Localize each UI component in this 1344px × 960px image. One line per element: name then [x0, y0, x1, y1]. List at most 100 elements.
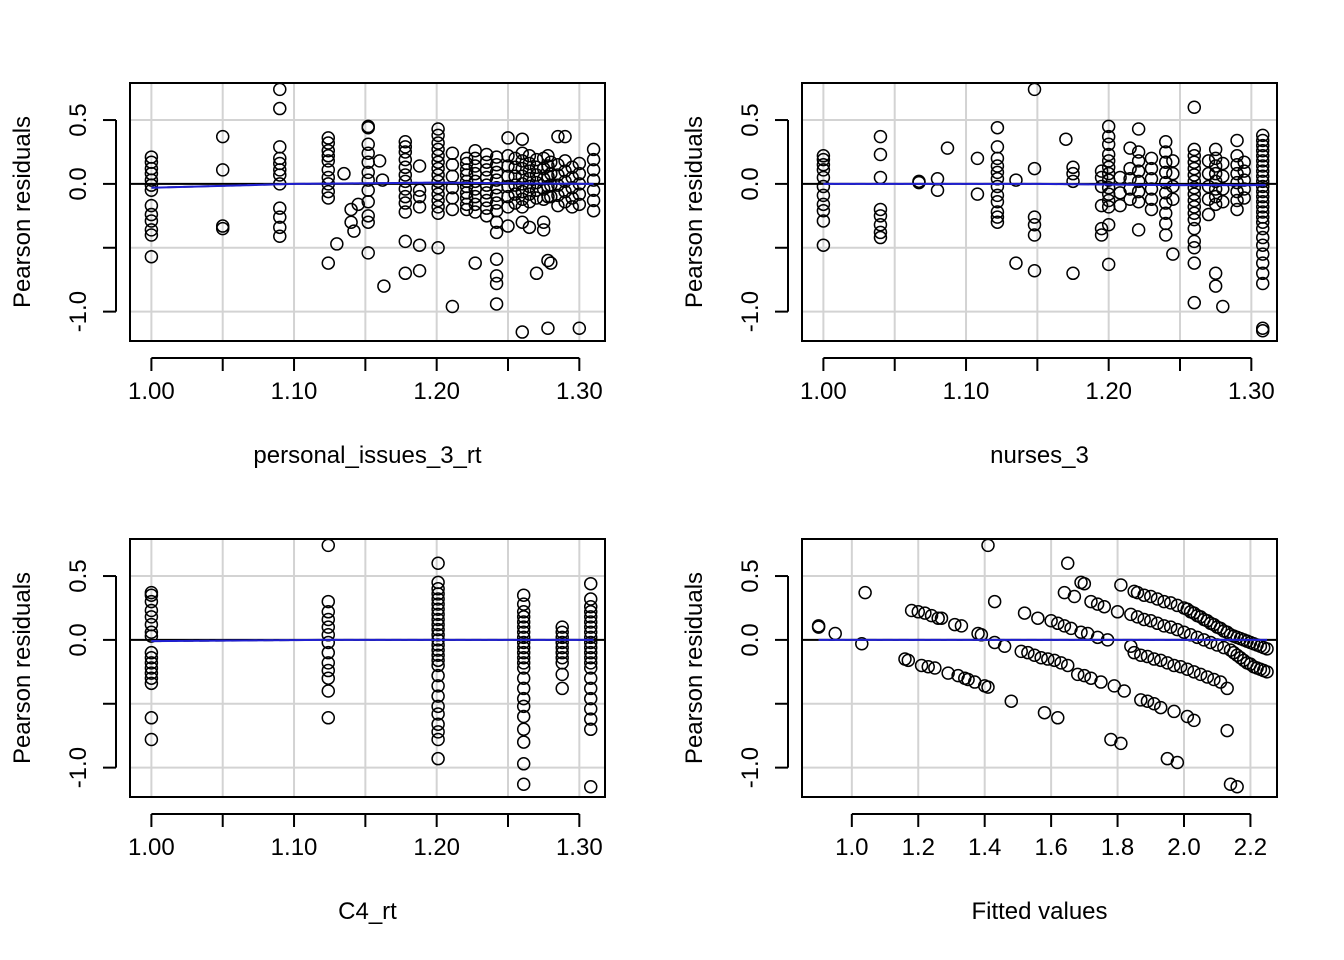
x-tick-label: 1.6 [1034, 834, 1067, 861]
residual-point [431, 142, 445, 157]
residual-point [321, 149, 336, 163]
residual-point [1201, 192, 1216, 206]
residual-point [1255, 149, 1270, 163]
residual-point [337, 166, 351, 181]
residual-point [1047, 653, 1062, 668]
residual-point [1255, 266, 1270, 281]
residual-point [1208, 166, 1223, 181]
residual-point [1131, 174, 1146, 189]
residual-point [1004, 694, 1019, 708]
y-tick-label: 0.0 [737, 167, 764, 200]
x-tick-label: 2.0 [1167, 834, 1200, 861]
x-tick-label: 1.8 [1101, 834, 1134, 861]
residual-point [541, 321, 555, 335]
residual-point [1255, 169, 1270, 183]
y-tick-label: 0.0 [65, 623, 92, 656]
residual-point [1131, 154, 1146, 168]
residual-point [1187, 174, 1202, 189]
residual-point [583, 625, 598, 639]
residual-point [1255, 128, 1270, 143]
residual-panel-2: 1.00 1.10 1.20 1.30 -1.0 0.0 0.5 nurses_3 Pearso… [681, 82, 1278, 469]
residual-point [445, 157, 460, 172]
x-tick-label: 1.20 [413, 378, 460, 405]
residual-point [1208, 182, 1223, 196]
residual-point [1114, 578, 1128, 592]
residual-point [515, 154, 530, 168]
y-axis-title: Pearson residuals [9, 572, 36, 764]
x-tick-label: 1.10 [943, 378, 990, 405]
residual-point [321, 645, 336, 660]
residual-point [344, 215, 358, 229]
residual-point [351, 197, 365, 212]
residual-point [1208, 266, 1223, 281]
residual-point [1134, 693, 1148, 707]
residual-point [583, 691, 598, 706]
residual-point [361, 173, 375, 187]
residual-point [516, 645, 531, 660]
residual-point [948, 617, 962, 632]
residual-point [551, 129, 565, 144]
y-tick-label: 0.5 [65, 559, 92, 592]
residual-point [1170, 755, 1185, 770]
residual-point [1160, 656, 1175, 670]
residual-point [479, 147, 494, 162]
y-tick-label: 0.0 [737, 623, 764, 656]
residual-point [1144, 151, 1159, 166]
residual-point [1094, 675, 1108, 689]
residual-point [583, 661, 598, 675]
residual-point [541, 169, 555, 183]
residual-point [1153, 653, 1168, 668]
residual-point [1051, 711, 1065, 725]
residual-point [1044, 613, 1058, 628]
residual-point [941, 666, 955, 680]
residual-point [516, 640, 531, 655]
residual-point [1255, 164, 1270, 178]
residual-point [321, 191, 336, 205]
residual-point [1067, 589, 1082, 604]
residual-point [1255, 256, 1270, 270]
residual-point [990, 179, 1005, 194]
residual-point [1117, 684, 1131, 698]
residual-point [1059, 132, 1073, 146]
x-axis-title: personal_issues_3_rt [253, 442, 481, 469]
residual-point [144, 588, 159, 602]
residual-point [873, 147, 888, 162]
x-tick-label: 1.00 [128, 378, 175, 405]
residual-point [1140, 694, 1155, 708]
residual-point [522, 187, 537, 201]
y-axis-title: Pearson residuals [9, 116, 36, 308]
residual-point [1187, 161, 1202, 176]
residual-point [431, 717, 445, 731]
residual-point [1060, 556, 1075, 571]
residual-point [1158, 196, 1173, 210]
residual-point [1187, 100, 1202, 115]
residual-point [522, 195, 537, 209]
residual-point [583, 651, 598, 665]
residual-point [398, 160, 413, 175]
residual-point [1187, 149, 1202, 163]
residual-point [1187, 180, 1202, 195]
residual-point [1208, 197, 1223, 212]
residual-point [468, 205, 482, 219]
residual-point [321, 131, 336, 145]
residual-point [904, 603, 919, 618]
residual-point [1066, 266, 1080, 281]
residual-point [1127, 645, 1141, 660]
y-tick-label: -1.0 [65, 291, 92, 332]
residual-point [1027, 218, 1042, 232]
residual-point [1166, 154, 1180, 168]
residual-point [501, 179, 515, 194]
residual-panel-4: 1.0 1.2 1.4 1.6 1.8 2.0 2.2 -1.0 0.0 0.5 Fitted va… [681, 538, 1278, 925]
plot-frame [801, 82, 1278, 342]
residual-point [583, 592, 598, 606]
residual-point [398, 168, 413, 182]
residual-point [516, 588, 531, 602]
residual-point [1187, 168, 1202, 182]
residual-point [431, 653, 445, 668]
residual-point [273, 140, 287, 154]
residual-point [1066, 174, 1080, 189]
residual-point [1207, 672, 1221, 687]
residual-point [321, 136, 336, 150]
residual-point [215, 129, 230, 144]
residual-point [816, 152, 831, 167]
